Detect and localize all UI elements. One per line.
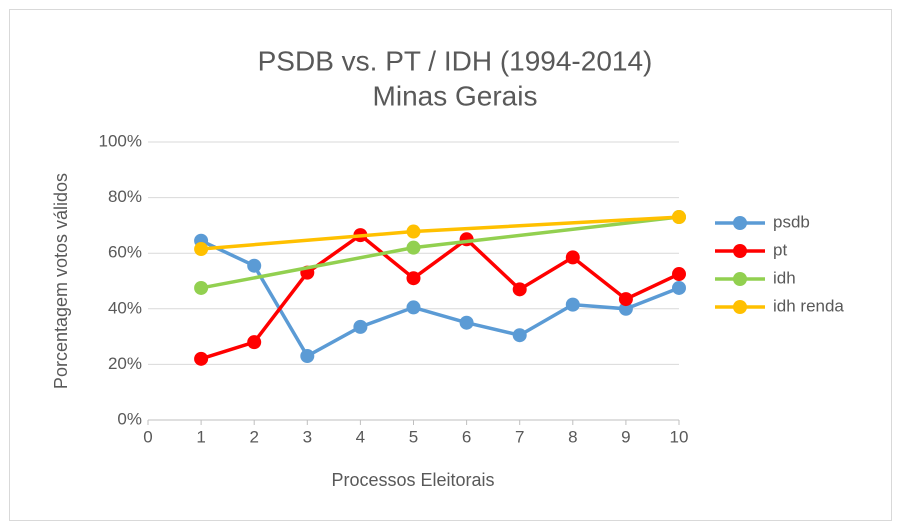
x-tick-label: 7 (515, 427, 524, 446)
data-point (672, 210, 686, 225)
data-point (618, 292, 633, 307)
data-point (247, 335, 262, 350)
data-point (194, 351, 209, 366)
y-axis-label: Porcentagem votos válidos (51, 173, 71, 389)
legend-marker (733, 244, 747, 258)
series-line (200, 239, 680, 359)
data-point (194, 280, 209, 295)
x-tick-label: 5 (409, 427, 418, 446)
data-point (512, 282, 527, 297)
data-point (618, 301, 633, 316)
data-point (672, 280, 686, 295)
x-tick-label: 6 (462, 427, 471, 446)
legend-label: idh renda (773, 296, 844, 315)
x-tick-label: 2 (249, 427, 258, 446)
data-point (406, 271, 421, 286)
y-tick-label: 20% (108, 354, 142, 373)
x-tick-label: 8 (568, 427, 577, 446)
x-tick-label: 0 (143, 427, 152, 446)
legend-label: pt (773, 240, 787, 259)
data-point (247, 258, 262, 273)
x-tick-label: 4 (356, 427, 365, 446)
x-axis-label: Processos Eleitorais (331, 470, 494, 490)
y-tick-label: 40% (108, 298, 142, 317)
data-point (406, 300, 421, 315)
data-point (300, 349, 315, 364)
data-point (406, 224, 421, 239)
legend-label: psdb (773, 212, 810, 231)
x-tick-label: 1 (196, 427, 205, 446)
y-tick-label: 80% (108, 187, 142, 206)
y-tick-label: 60% (108, 243, 142, 262)
data-point (406, 240, 421, 255)
series-line (200, 232, 680, 361)
chart-subtitle: Minas Gerais (373, 80, 538, 111)
data-point (459, 315, 474, 330)
legend-marker (733, 272, 747, 286)
legend-marker (733, 300, 747, 314)
x-tick-label: 10 (670, 427, 689, 446)
data-point (353, 319, 368, 334)
chart-title: PSDB vs. PT / IDH (1994-2014) (258, 45, 653, 76)
data-point (512, 328, 527, 343)
y-tick-label: 0% (117, 409, 142, 428)
y-tick-label: 100% (99, 131, 142, 150)
legend-marker (733, 216, 747, 230)
x-tick-label: 9 (621, 427, 630, 446)
legend-label: idh (773, 268, 796, 287)
data-point (565, 250, 580, 265)
data-point (565, 297, 580, 312)
data-point (672, 267, 686, 282)
data-point (194, 242, 209, 257)
chart-border (9, 9, 892, 521)
x-tick-label: 3 (303, 427, 312, 446)
